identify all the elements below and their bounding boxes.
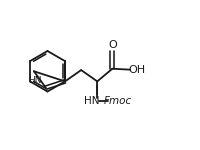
Text: HN: HN <box>28 76 42 85</box>
Text: Fmoc: Fmoc <box>103 96 131 106</box>
Text: HN: HN <box>84 96 100 106</box>
Text: OH: OH <box>129 65 146 75</box>
Text: O: O <box>108 40 117 50</box>
